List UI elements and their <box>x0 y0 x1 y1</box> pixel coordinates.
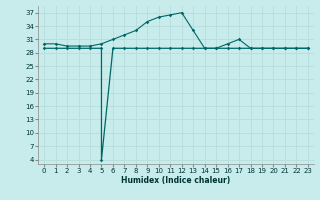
X-axis label: Humidex (Indice chaleur): Humidex (Indice chaleur) <box>121 176 231 185</box>
